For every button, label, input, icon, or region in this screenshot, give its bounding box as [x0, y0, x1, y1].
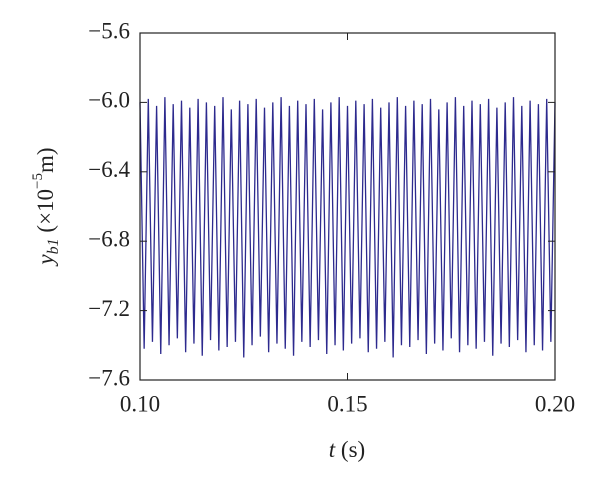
y-tick-label: −6.8 [88, 226, 130, 251]
y-tick-label: −7.2 [88, 296, 130, 321]
y-tick-label: −7.6 [88, 365, 130, 390]
x-label-unit: (s) [341, 437, 365, 462]
y-label-var: y [33, 254, 58, 267]
y-label-sup: −5 [30, 173, 46, 189]
x-tick-label: 0.15 [327, 391, 367, 416]
x-label-var: t [329, 437, 336, 462]
y-tick-label: −5.6 [88, 18, 130, 43]
y-tick-label: −6.0 [88, 88, 130, 113]
data-line [139, 97, 556, 358]
y-label-sub: b1 [45, 238, 62, 254]
y-tick-label: −6.4 [88, 157, 130, 182]
y-label-pre: (×10 [33, 189, 58, 233]
y-axis-label: yb1 (×10−5m) [30, 147, 61, 266]
y-label-post: m) [33, 147, 58, 173]
x-tick-label: 0.10 [120, 391, 160, 416]
x-axis-label: t (s) [329, 437, 365, 462]
x-tick-label: 0.20 [535, 391, 575, 416]
